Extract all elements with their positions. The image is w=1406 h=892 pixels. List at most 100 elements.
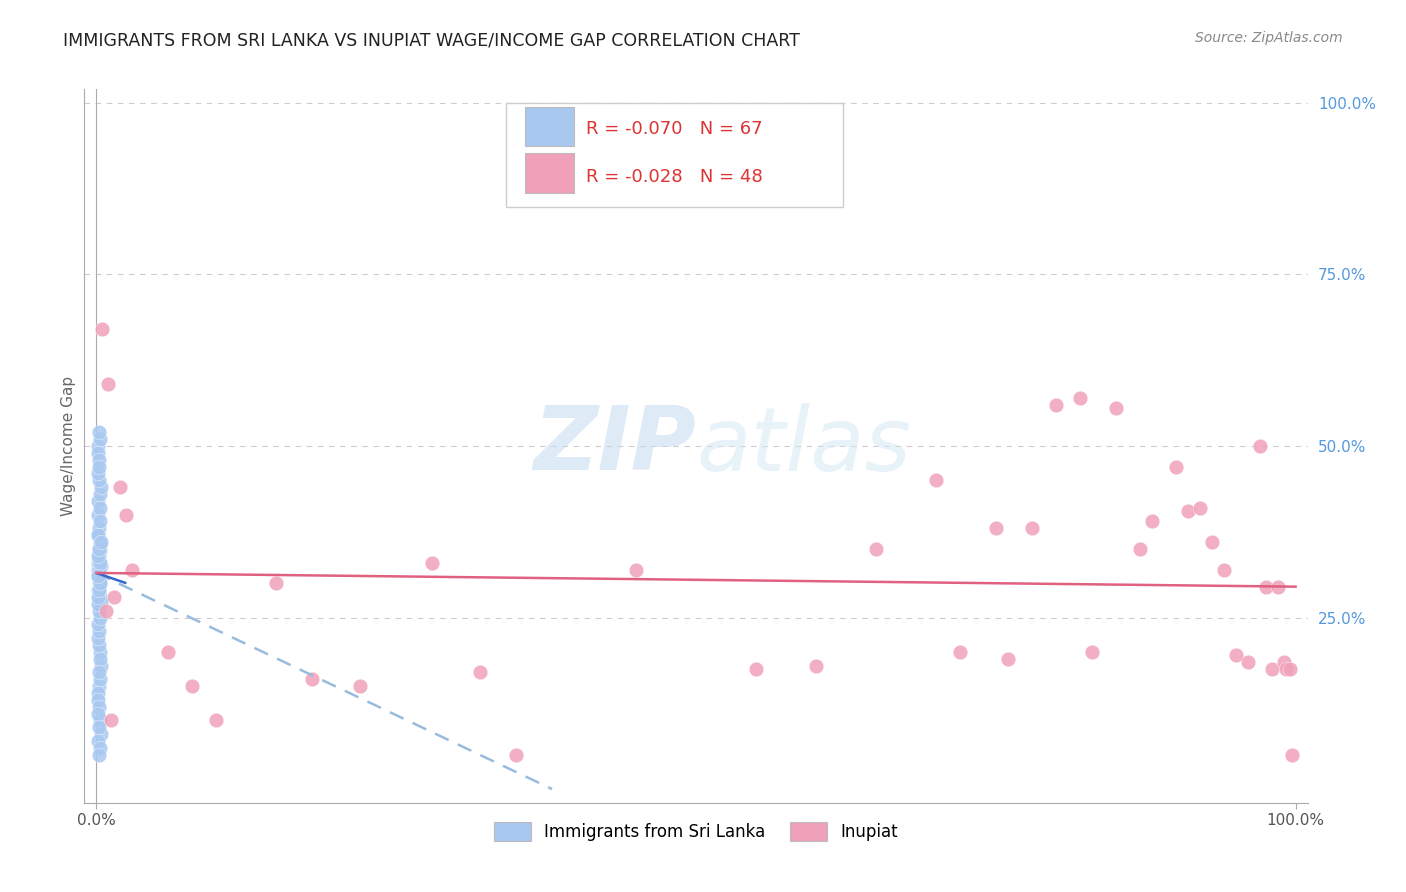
Point bbox=[87, 521, 110, 535]
Point bbox=[205, 714, 228, 728]
Point bbox=[1177, 504, 1199, 518]
Point bbox=[1105, 401, 1128, 416]
Point bbox=[1045, 398, 1067, 412]
Point bbox=[87, 679, 110, 693]
Point bbox=[89, 590, 111, 604]
FancyBboxPatch shape bbox=[506, 103, 842, 207]
Point bbox=[86, 528, 108, 542]
Point bbox=[1212, 562, 1234, 576]
Point bbox=[157, 645, 180, 659]
Point bbox=[89, 714, 111, 728]
Point bbox=[89, 515, 111, 529]
Point bbox=[997, 651, 1019, 665]
Point bbox=[90, 559, 112, 574]
Point bbox=[301, 673, 323, 687]
Point bbox=[86, 617, 108, 632]
Point bbox=[89, 610, 111, 624]
Point bbox=[1278, 662, 1301, 676]
Point bbox=[1225, 648, 1247, 663]
Point bbox=[86, 693, 108, 707]
Point bbox=[89, 673, 111, 687]
Point bbox=[468, 665, 491, 680]
Point bbox=[505, 747, 527, 762]
Point bbox=[1164, 459, 1187, 474]
Point bbox=[97, 377, 120, 392]
Point bbox=[87, 604, 110, 618]
Y-axis label: Wage/Income Gap: Wage/Income Gap bbox=[60, 376, 76, 516]
Point bbox=[86, 706, 108, 721]
Point bbox=[804, 658, 827, 673]
Point bbox=[110, 480, 132, 494]
Point bbox=[86, 568, 108, 582]
Point bbox=[86, 446, 108, 460]
Point bbox=[1201, 535, 1223, 549]
Point bbox=[90, 535, 112, 549]
Point bbox=[86, 439, 108, 453]
Point bbox=[87, 541, 110, 556]
Text: R = -0.070   N = 67: R = -0.070 N = 67 bbox=[586, 120, 762, 138]
Point bbox=[87, 624, 110, 639]
Point bbox=[86, 556, 108, 570]
Point bbox=[264, 576, 287, 591]
Point bbox=[181, 679, 204, 693]
Point bbox=[87, 583, 110, 598]
Point bbox=[685, 178, 707, 193]
Point bbox=[89, 645, 111, 659]
Point bbox=[121, 562, 143, 576]
Point bbox=[86, 508, 108, 522]
Point bbox=[86, 526, 108, 541]
Point bbox=[89, 535, 111, 549]
Point bbox=[87, 720, 110, 734]
Point bbox=[89, 487, 111, 501]
Point bbox=[87, 452, 110, 467]
Point bbox=[86, 734, 108, 748]
Point bbox=[1080, 645, 1102, 659]
Point bbox=[89, 543, 111, 558]
Text: ZIP: ZIP bbox=[533, 402, 696, 490]
FancyBboxPatch shape bbox=[524, 153, 574, 193]
Point bbox=[89, 576, 111, 591]
Point bbox=[87, 425, 110, 440]
Point bbox=[100, 714, 122, 728]
Point bbox=[87, 473, 110, 487]
Point bbox=[86, 583, 108, 598]
Point bbox=[1272, 655, 1295, 669]
Point bbox=[87, 549, 110, 563]
Point bbox=[1140, 515, 1163, 529]
Point bbox=[86, 597, 108, 611]
Point bbox=[94, 604, 117, 618]
Point bbox=[89, 432, 111, 446]
Point bbox=[90, 480, 112, 494]
Point bbox=[949, 645, 972, 659]
Point bbox=[1267, 580, 1289, 594]
Point bbox=[90, 658, 112, 673]
Point bbox=[86, 569, 108, 583]
Point bbox=[87, 574, 110, 589]
Point bbox=[1254, 580, 1277, 594]
Point bbox=[1281, 747, 1303, 762]
Text: IMMIGRANTS FROM SRI LANKA VS INUPIAT WAGE/INCOME GAP CORRELATION CHART: IMMIGRANTS FROM SRI LANKA VS INUPIAT WAG… bbox=[63, 31, 800, 49]
Point bbox=[86, 631, 108, 645]
Point bbox=[87, 665, 110, 680]
Point bbox=[86, 494, 108, 508]
Point bbox=[1129, 541, 1152, 556]
Point bbox=[86, 562, 108, 576]
Point bbox=[87, 552, 110, 566]
Point bbox=[624, 562, 647, 576]
Point bbox=[90, 727, 112, 741]
Point bbox=[89, 740, 111, 755]
Point bbox=[745, 662, 768, 676]
Point bbox=[86, 549, 108, 563]
Point bbox=[89, 500, 111, 515]
Point bbox=[420, 556, 443, 570]
Point bbox=[89, 651, 111, 665]
Legend: Immigrants from Sri Lanka, Inupiat: Immigrants from Sri Lanka, Inupiat bbox=[488, 815, 904, 848]
Point bbox=[87, 554, 110, 568]
Point bbox=[1249, 439, 1271, 453]
Point bbox=[87, 541, 110, 556]
Point bbox=[1188, 500, 1211, 515]
Point bbox=[1069, 391, 1091, 405]
Point bbox=[115, 508, 138, 522]
Point bbox=[865, 541, 887, 556]
Text: Source: ZipAtlas.com: Source: ZipAtlas.com bbox=[1195, 31, 1343, 45]
